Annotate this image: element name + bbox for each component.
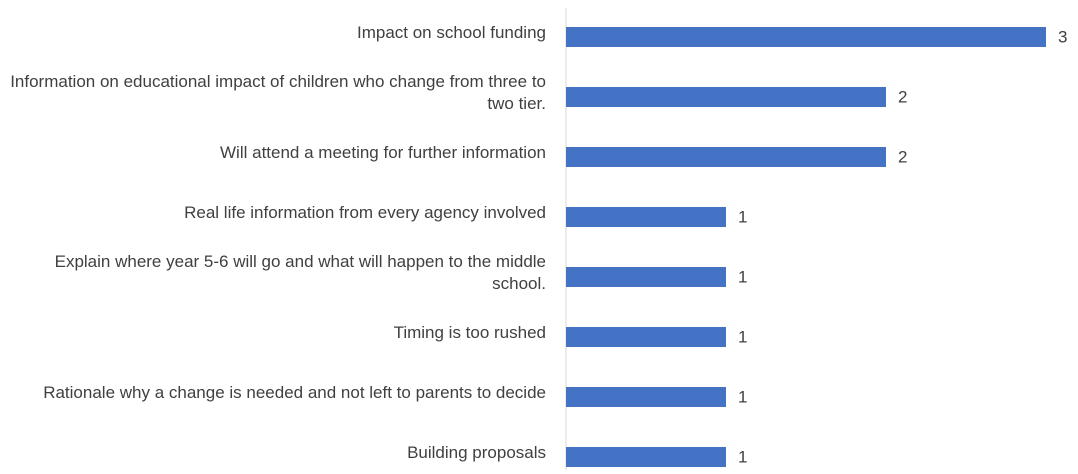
data-label: 1 (738, 447, 747, 466)
bar (566, 147, 886, 167)
data-label: 1 (738, 327, 747, 346)
data-label: 2 (898, 147, 907, 166)
category-label: Rationale why a change is needed and not… (43, 383, 546, 402)
category-label: Real life information from every agency … (184, 203, 546, 222)
bar (566, 387, 726, 407)
category-label: Impact on school funding (356, 23, 546, 42)
category-label: Information on educational impact of chi… (10, 72, 546, 113)
category-label: Building proposals (407, 443, 546, 462)
category-label: Explain where year 5-6 will go and what … (54, 252, 546, 293)
data-label: 3 (1058, 27, 1067, 46)
category-label: Timing is too rushed (393, 323, 546, 342)
data-label: 1 (738, 207, 747, 226)
bar (566, 207, 726, 227)
data-label: 1 (738, 267, 747, 286)
category-label: Will attend a meeting for further inform… (220, 143, 546, 162)
bar (566, 447, 726, 467)
data-label: 2 (898, 87, 907, 106)
bar (566, 327, 726, 347)
data-label: 1 (738, 387, 747, 406)
bar (566, 87, 886, 107)
bar (566, 267, 726, 287)
bar (566, 27, 1046, 47)
